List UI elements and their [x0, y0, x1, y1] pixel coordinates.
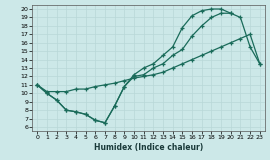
- X-axis label: Humidex (Indice chaleur): Humidex (Indice chaleur): [94, 143, 203, 152]
